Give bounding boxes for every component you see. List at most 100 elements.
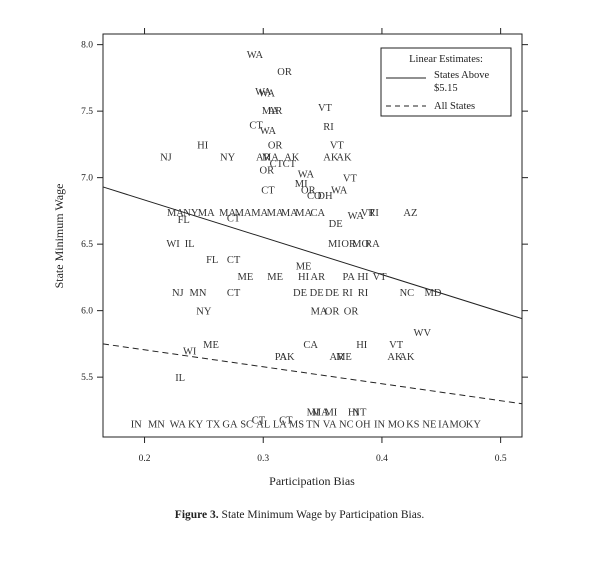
data-point-label: CT bbox=[283, 159, 297, 170]
data-point-label: MA bbox=[267, 208, 284, 219]
fit-line-all-states bbox=[102, 343, 523, 405]
data-point-label: OR bbox=[325, 307, 340, 318]
data-point-label: MA bbox=[219, 208, 236, 219]
data-point-label: KY bbox=[188, 420, 204, 431]
data-point-label: AR bbox=[311, 272, 326, 283]
data-point-label: CT bbox=[270, 159, 284, 170]
data-point-label: KY bbox=[466, 420, 482, 431]
data-point-label: TN bbox=[306, 420, 320, 431]
data-point-label: AK bbox=[387, 352, 403, 363]
data-point-label: WA bbox=[260, 126, 277, 137]
data-point-label: AK bbox=[323, 152, 339, 163]
data-point-label: WA bbox=[259, 89, 276, 100]
caption-text: State Minimum Wage by Participation Bias… bbox=[221, 509, 425, 521]
data-point-label: LA bbox=[273, 420, 287, 431]
data-point-label: AL bbox=[256, 420, 270, 431]
data-point-label: IL bbox=[185, 239, 195, 250]
data-point-label: MA bbox=[281, 208, 298, 219]
data-point-label: AR bbox=[330, 352, 345, 363]
data-point-label: NC bbox=[400, 288, 415, 299]
legend-title: Linear Estimates: bbox=[409, 54, 483, 65]
data-point-label: IL bbox=[175, 373, 185, 384]
fit-lines bbox=[102, 186, 523, 405]
data-point-label: ME bbox=[203, 340, 219, 351]
data-point-label: NJ bbox=[172, 288, 184, 299]
legend-box bbox=[380, 47, 512, 117]
data-point-label: IN bbox=[131, 420, 142, 431]
legend: Linear Estimates: States Above $5.15 All… bbox=[380, 47, 512, 117]
data-point-label: CT bbox=[227, 288, 241, 299]
x-tick-label: 0.4 bbox=[376, 454, 388, 464]
data-point-label: MI bbox=[328, 239, 341, 250]
data-point-label: DE bbox=[310, 288, 324, 299]
x-tick-label: 0.3 bbox=[257, 454, 269, 464]
data-point-label: PA bbox=[342, 272, 355, 283]
data-point-label: CT bbox=[227, 255, 241, 266]
data-point-label: OR bbox=[341, 239, 356, 250]
legend-entry-1-line1: States Above bbox=[434, 70, 489, 81]
data-point-label: WI bbox=[166, 239, 180, 250]
data-point-label: VT bbox=[373, 272, 388, 283]
data-point-label: MN bbox=[189, 288, 206, 299]
data-point-label: WA bbox=[255, 87, 272, 98]
caption-prefix: Figure 3. bbox=[174, 509, 219, 521]
data-point-label: MA bbox=[312, 408, 329, 419]
data-point-label: HI bbox=[356, 340, 368, 351]
data-point-label: MN bbox=[148, 420, 165, 431]
data-point-label: OR bbox=[268, 140, 283, 151]
data-point-label: OR bbox=[344, 307, 359, 318]
data-point-label: VT bbox=[389, 340, 404, 351]
data-point-label: ME bbox=[267, 272, 283, 283]
data-point-label: DE bbox=[293, 288, 307, 299]
data-point-label: IN bbox=[374, 420, 385, 431]
data-point-label: SC bbox=[240, 420, 253, 431]
data-point-label: WA bbox=[348, 211, 365, 222]
data-point-label: CO bbox=[307, 191, 322, 202]
data-point-label: IA bbox=[438, 420, 449, 431]
data-point-label: RI bbox=[342, 288, 353, 299]
data-point-label: OR bbox=[301, 186, 316, 197]
axis-ticks: 0.2 0.3 0.4 0.5 5.5 6.0 6.5 7.0 7.5 8.0 bbox=[81, 28, 528, 464]
data-point-label: CT bbox=[252, 416, 266, 427]
data-point-label: NY bbox=[183, 208, 199, 219]
data-point-label: MA bbox=[235, 208, 252, 219]
data-point-label: CA bbox=[303, 340, 318, 351]
data-point-label: AK bbox=[336, 152, 352, 163]
data-point-label: AR bbox=[256, 152, 271, 163]
data-point-label: HI bbox=[197, 140, 209, 151]
data-point-label: CT bbox=[227, 214, 241, 225]
x-tick-label: 0.2 bbox=[139, 454, 151, 464]
data-point-label: VT bbox=[361, 208, 376, 219]
data-point-label: WA bbox=[247, 50, 264, 61]
data-point-label: RI bbox=[368, 208, 379, 219]
data-point-label: VT bbox=[330, 140, 345, 151]
data-point-label: MA bbox=[262, 152, 279, 163]
legend-entry-1-line2: $5.15 bbox=[434, 83, 458, 94]
y-tick-label: 6.5 bbox=[81, 240, 93, 250]
legend-entry-2: All States bbox=[434, 101, 475, 112]
data-point-label: NY bbox=[196, 307, 212, 318]
data-point-label: MS bbox=[289, 420, 304, 431]
data-point-label: VT bbox=[343, 174, 358, 185]
plot-frame bbox=[102, 33, 523, 438]
y-tick-label: 6.0 bbox=[81, 307, 93, 317]
data-point-label: WA bbox=[331, 186, 348, 197]
data-point-label: AZ bbox=[403, 208, 417, 219]
data-point-label: AR bbox=[268, 106, 283, 117]
data-point-label: WA bbox=[298, 170, 315, 181]
data-point-label: NE bbox=[422, 420, 436, 431]
data-point-label: MI bbox=[324, 408, 337, 419]
data-point-label: NJ bbox=[160, 152, 172, 163]
y-tick-label: 5.5 bbox=[81, 373, 93, 383]
y-axis-title: State Minimum Wage bbox=[52, 184, 66, 289]
data-point-label: DE bbox=[325, 288, 339, 299]
data-point-label: MO bbox=[449, 420, 466, 431]
data-point-label: HI bbox=[298, 272, 310, 283]
data-point-label: RI bbox=[323, 122, 334, 133]
data-point-label: WA bbox=[170, 420, 187, 431]
data-point-label: MA bbox=[262, 106, 279, 117]
data-point-label: MD bbox=[425, 288, 442, 299]
data-point-label: HI bbox=[357, 272, 369, 283]
